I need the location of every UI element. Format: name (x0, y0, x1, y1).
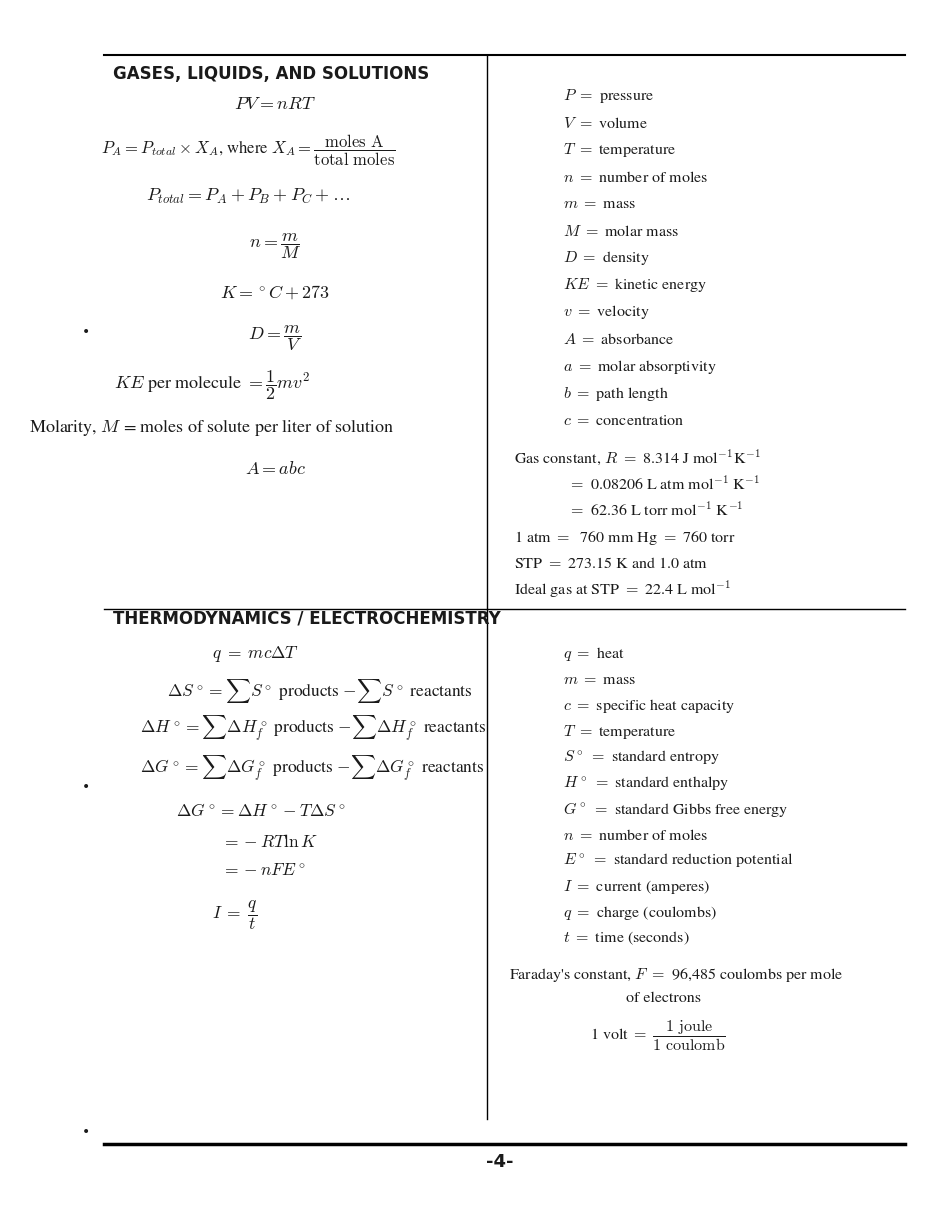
Text: $KE$ per molecule $= \dfrac{1}{2}mv^2$: $KE$ per molecule $= \dfrac{1}{2}mv^2$ (114, 368, 311, 402)
Text: $q\;=$ charge (coulombs): $q\;=$ charge (coulombs) (563, 904, 717, 921)
Text: of electrons: of electrons (626, 993, 701, 1005)
Text: STP $=$ 273.15 K and 1.0 atm: STP $=$ 273.15 K and 1.0 atm (514, 556, 708, 571)
Text: $\Delta G^\circ = \Delta H^\circ - T\Delta S^\circ$: $\Delta G^\circ = \Delta H^\circ - T\Del… (176, 803, 346, 820)
Text: $n\;=$ number of moles: $n\;=$ number of moles (563, 828, 709, 843)
Text: $c\;=$ specific heat capacity: $c\;=$ specific heat capacity (563, 697, 735, 715)
Text: $c\;=$ concentration: $c\;=$ concentration (563, 413, 685, 428)
Text: $K = {^\circ}C + 273$: $K = {^\circ}C + 273$ (220, 284, 331, 301)
Text: $t\;=$ time (seconds): $t\;=$ time (seconds) (563, 930, 690, 947)
Text: $=$ 62.36 L torr mol$^{-1}$ K$^{-1}$: $=$ 62.36 L torr mol$^{-1}$ K$^{-1}$ (567, 501, 743, 518)
Text: Faraday's constant, $F\;=$ 96,485 coulombs per mole: Faraday's constant, $F\;=$ 96,485 coulom… (509, 967, 844, 984)
Text: $\Delta S^\circ = \sum S^\circ$ products $- \sum S^\circ$ reactants: $\Delta S^\circ = \sum S^\circ$ products… (167, 678, 473, 705)
Text: •: • (82, 325, 90, 339)
Text: $E^\circ\;=$ standard reduction potential: $E^\circ\;=$ standard reduction potentia… (563, 851, 793, 871)
Text: $m\;=$ mass: $m\;=$ mass (563, 674, 637, 686)
Text: Molarity, $M$ = moles of solute per liter of solution: Molarity, $M$ = moles of solute per lite… (29, 418, 395, 438)
Text: Ideal gas at STP $=$ 22.4 L mol$^{-1}$: Ideal gas at STP $=$ 22.4 L mol$^{-1}$ (514, 578, 731, 600)
Text: $b\;=$ path length: $b\;=$ path length (563, 385, 669, 402)
Text: $P_{total} = P_A + P_B + P_C + \ldots$: $P_{total} = P_A + P_B + P_C + \ldots$ (146, 187, 351, 207)
Text: $\Delta G^\circ = \sum \Delta G^\circ_f$ products $- \sum \Delta G^\circ_f$ reac: $\Delta G^\circ = \sum \Delta G^\circ_f$… (141, 754, 484, 784)
Text: $P\;=$ pressure: $P\;=$ pressure (563, 87, 655, 105)
Text: $PV = nRT$: $PV = nRT$ (235, 96, 316, 113)
Text: -4-: -4- (486, 1154, 514, 1171)
Text: $G^\circ\;=$ standard Gibbs free energy: $G^\circ\;=$ standard Gibbs free energy (563, 800, 788, 819)
Text: $v\;=$ velocity: $v\;=$ velocity (563, 304, 650, 321)
Text: $H^\circ\;=$ standard enthalpy: $H^\circ\;=$ standard enthalpy (563, 774, 730, 793)
Text: •: • (82, 780, 90, 795)
Text: $I\;=\;\dfrac{q}{t}$: $I\;=\;\dfrac{q}{t}$ (212, 898, 257, 932)
Text: $I\;=$ current (amperes): $I\;=$ current (amperes) (563, 878, 711, 895)
Text: $= -RT \ln K$: $= -RT \ln K$ (221, 834, 318, 851)
Text: $T\;=$ temperature: $T\;=$ temperature (563, 723, 676, 740)
Text: 1 volt $=\;\dfrac{1\ \mathrm{joule}}{1\ \mathrm{coulomb}}$: 1 volt $=\;\dfrac{1\ \mathrm{joule}}{1\ … (590, 1018, 726, 1053)
Text: $D\;=$ density: $D\;=$ density (563, 250, 650, 267)
Text: $q\;=\;mc\Delta T$: $q\;=\;mc\Delta T$ (212, 645, 299, 664)
Text: $m\;=$ mass: $m\;=$ mass (563, 198, 637, 210)
Text: $V\;=$ volume: $V\;=$ volume (563, 116, 648, 130)
Text: $=$ 0.08206 L atm mol$^{-1}$ K$^{-1}$: $=$ 0.08206 L atm mol$^{-1}$ K$^{-1}$ (567, 475, 760, 492)
Text: Gas constant, $R\;=$ 8.314 J mol$^{-1}$K$^{-1}$: Gas constant, $R\;=$ 8.314 J mol$^{-1}$K… (514, 448, 760, 467)
Text: THERMODYNAMICS / ELECTROCHEMISTRY: THERMODYNAMICS / ELECTROCHEMISTRY (113, 610, 501, 627)
Text: $n = \dfrac{m}{M}$: $n = \dfrac{m}{M}$ (249, 231, 301, 261)
Text: $P_A = P_{total} \times X_A$, where $X_A = \dfrac{\mathrm{moles\ A}}{\mathrm{tot: $P_A = P_{total} \times X_A$, where $X_A… (101, 133, 395, 167)
Text: $S^\circ\;=$ standard entropy: $S^\circ\;=$ standard entropy (563, 748, 720, 768)
Text: $q\;=$ heat: $q\;=$ heat (563, 646, 625, 663)
Text: $= -nFE^\circ$: $= -nFE^\circ$ (221, 863, 306, 881)
Text: $KE\;=$ kinetic energy: $KE\;=$ kinetic energy (563, 277, 707, 294)
Text: $T\;=$ temperature: $T\;=$ temperature (563, 141, 676, 159)
Text: $M\;=$ molar mass: $M\;=$ molar mass (563, 224, 679, 239)
Text: $A\;=$ absorbance: $A\;=$ absorbance (563, 332, 674, 347)
Text: 1 atm $=\;$ 760 mm Hg $=$ 760 torr: 1 atm $=\;$ 760 mm Hg $=$ 760 torr (514, 529, 735, 546)
Text: $A = abc$: $A = abc$ (245, 461, 306, 478)
Text: $a\;=$ molar absorptivity: $a\;=$ molar absorptivity (563, 358, 717, 375)
Text: $\Delta H^\circ = \sum \Delta H^\circ_f$ products $- \sum \Delta H^\circ_f$ reac: $\Delta H^\circ = \sum \Delta H^\circ_f$… (141, 713, 486, 743)
Text: •: • (82, 1124, 90, 1139)
Text: $D = \dfrac{m}{V}$: $D = \dfrac{m}{V}$ (248, 323, 302, 353)
Text: $n\;=$ number of moles: $n\;=$ number of moles (563, 170, 709, 184)
Text: GASES, LIQUIDS, AND SOLUTIONS: GASES, LIQUIDS, AND SOLUTIONS (113, 65, 429, 82)
